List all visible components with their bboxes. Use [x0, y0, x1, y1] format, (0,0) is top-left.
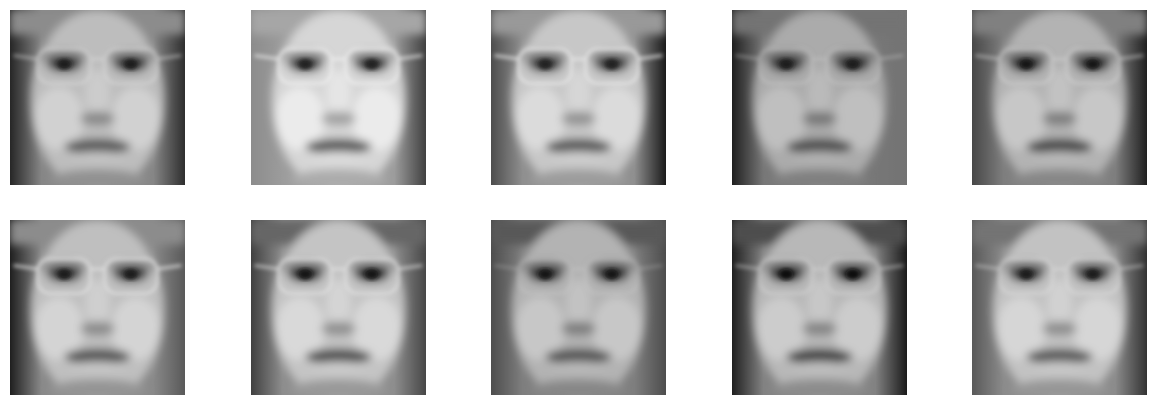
face-image [10, 10, 185, 185]
face-image-drawing [10, 10, 185, 185]
face-image-drawing [972, 10, 1147, 185]
face-image-drawing [251, 10, 426, 185]
face-image-drawing [732, 220, 907, 395]
face-image [972, 10, 1147, 185]
face-image [251, 220, 426, 395]
face-image [972, 220, 1147, 395]
face-image [251, 10, 426, 185]
face-image-drawing [251, 220, 426, 395]
face-image [491, 220, 666, 395]
face-image [732, 220, 907, 395]
face-image-drawing [10, 220, 185, 395]
face-image [732, 10, 907, 185]
face-image [10, 220, 185, 395]
face-image [491, 10, 666, 185]
face-image-drawing [491, 10, 666, 185]
face-image-drawing [491, 220, 666, 395]
face-image-drawing [732, 10, 907, 185]
face-image-drawing [972, 220, 1147, 395]
